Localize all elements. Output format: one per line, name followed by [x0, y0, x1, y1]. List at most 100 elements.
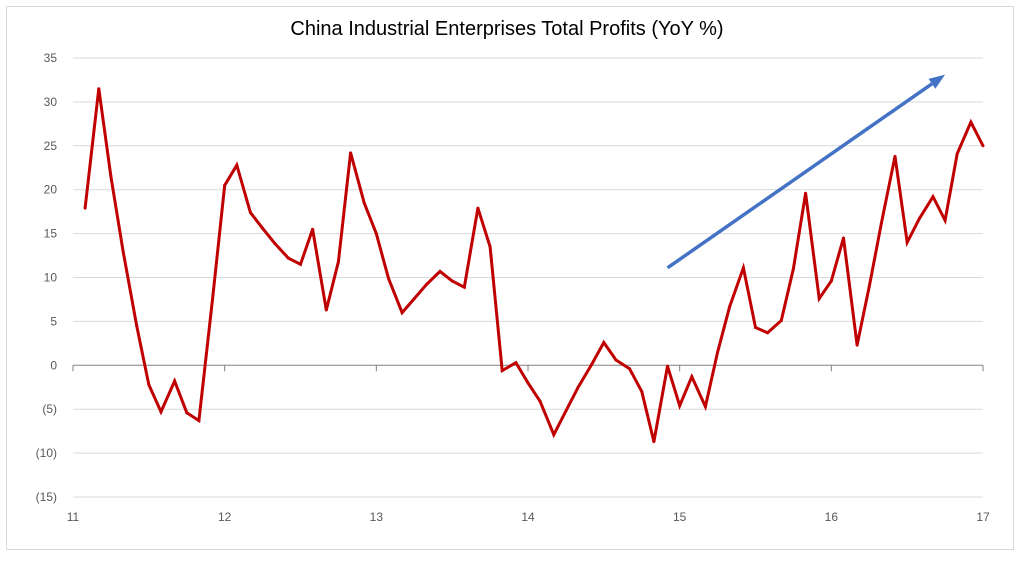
data-point	[981, 144, 985, 148]
y-tick-label: 20	[44, 183, 58, 197]
data-point	[514, 361, 518, 365]
data-point	[273, 241, 277, 245]
data-point	[526, 381, 530, 385]
data-point	[690, 375, 694, 379]
data-point	[552, 433, 556, 437]
data-point	[462, 285, 466, 289]
data-point	[666, 364, 670, 368]
data-point	[791, 267, 795, 271]
data-point	[450, 279, 454, 283]
y-tick-label: 35	[44, 51, 58, 65]
data-point	[299, 262, 302, 266]
data-point	[905, 240, 909, 244]
y-tick-label: (10)	[36, 446, 57, 460]
data-point	[197, 419, 201, 423]
data-point	[374, 232, 378, 236]
data-point	[766, 331, 770, 335]
data-point	[829, 279, 833, 283]
data-point	[955, 152, 959, 156]
gridlines	[73, 57, 983, 498]
data-point	[424, 283, 428, 287]
x-tick-label: 13	[370, 510, 384, 524]
x-tick-label: 14	[521, 510, 535, 524]
data-point	[135, 324, 139, 328]
data-point	[538, 399, 542, 403]
y-tick-label: 10	[44, 271, 58, 285]
x-tick-label: 16	[825, 510, 839, 524]
data-point	[893, 154, 897, 158]
data-point	[109, 175, 113, 179]
data-point	[969, 120, 973, 124]
data-point	[185, 411, 189, 415]
data-point	[349, 151, 353, 155]
data-point	[500, 369, 504, 373]
y-tick-label: (5)	[42, 402, 57, 416]
data-point	[614, 358, 618, 362]
y-tick-label: 5	[50, 314, 57, 328]
tick-labels: 35 30 25 20 15 10 5 0 (5) (10) (15) 11 12 13 14 15 16 17	[36, 51, 990, 524]
data-point	[754, 326, 757, 330]
data-point	[628, 367, 632, 371]
data-point	[362, 201, 366, 205]
data-point	[576, 385, 580, 389]
y-tick-label: 15	[44, 227, 58, 241]
data-point	[728, 304, 732, 308]
data-point	[640, 390, 644, 394]
x-tick-label: 11	[67, 510, 80, 524]
data-point	[476, 206, 480, 210]
data-point	[412, 297, 416, 301]
data-point	[311, 227, 315, 231]
trend-arrow-shaft	[666, 82, 933, 270]
data-point	[386, 276, 390, 280]
data-point	[400, 311, 404, 315]
chart-title: China Industrial Enterprises Total Profi…	[290, 18, 724, 40]
trend-arrow-head	[928, 74, 946, 89]
data-point	[147, 383, 151, 387]
x-tick-label: 12	[218, 510, 232, 524]
data-point	[438, 269, 442, 273]
data-point	[83, 206, 87, 210]
series-line	[83, 88, 985, 443]
data-point	[917, 217, 921, 221]
y-tick-label: 25	[44, 139, 58, 153]
data-point	[590, 362, 594, 366]
data-series	[83, 87, 985, 444]
data-point	[173, 379, 177, 383]
data-point	[235, 163, 239, 167]
data-point	[703, 405, 707, 409]
data-point	[211, 297, 215, 301]
data-point	[804, 191, 808, 195]
data-point	[564, 409, 568, 413]
data-point	[97, 87, 101, 91]
data-point	[652, 440, 656, 444]
y-tick-label: 30	[44, 95, 58, 109]
data-point	[336, 260, 340, 264]
x-tick-label: 17	[976, 510, 990, 524]
data-point	[855, 343, 859, 347]
data-point	[159, 410, 163, 414]
data-point	[867, 284, 871, 288]
data-point	[248, 211, 252, 215]
data-point	[602, 340, 606, 344]
data-point	[488, 245, 492, 249]
data-point	[779, 319, 783, 323]
axes	[72, 364, 984, 372]
data-point	[943, 218, 947, 222]
data-point	[741, 266, 745, 270]
x-tick-label: 15	[673, 510, 687, 524]
data-point	[286, 256, 290, 260]
data-point	[931, 195, 935, 199]
y-tick-label: 0	[50, 358, 57, 372]
data-point	[841, 236, 845, 240]
data-point	[678, 404, 682, 408]
data-point	[223, 183, 227, 187]
data-point	[121, 249, 125, 253]
data-point	[879, 221, 883, 225]
y-tick-label: (15)	[36, 490, 57, 504]
data-point	[261, 226, 265, 230]
data-point	[716, 350, 720, 354]
data-point	[324, 308, 328, 312]
annotations	[666, 74, 946, 270]
data-point	[817, 297, 821, 301]
